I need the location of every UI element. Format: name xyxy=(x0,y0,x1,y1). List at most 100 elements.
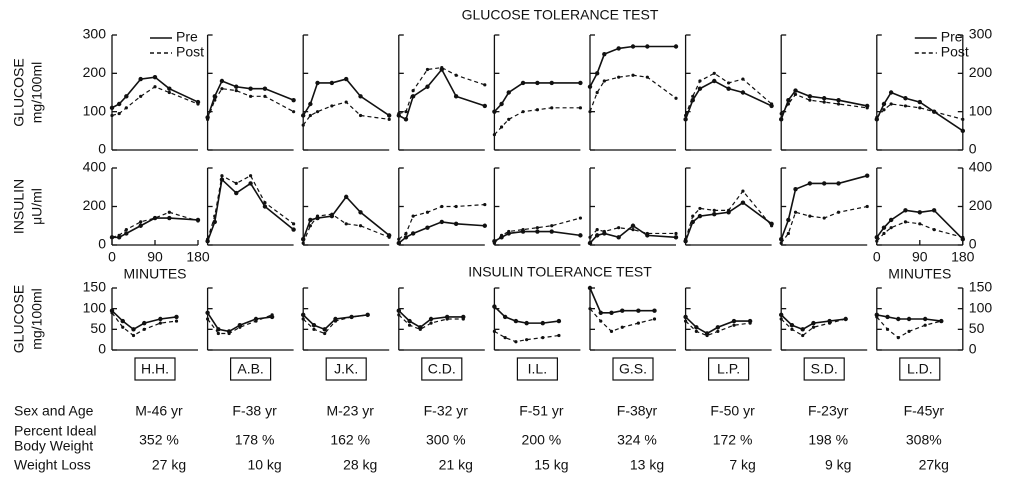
y-tick-label: 150 xyxy=(969,279,993,295)
weight-loss: 15 kg xyxy=(534,457,568,473)
data-point xyxy=(234,88,238,93)
data-point xyxy=(836,181,841,186)
data-point xyxy=(323,331,327,336)
data-point xyxy=(167,210,171,214)
data-point xyxy=(349,315,354,319)
data-point xyxy=(535,226,540,230)
sex-age: F-32 yr xyxy=(424,403,469,419)
y-axis-label: GLUCOSE xyxy=(11,285,27,353)
data-point xyxy=(609,310,614,315)
data-point xyxy=(454,73,458,77)
data-point xyxy=(206,237,210,241)
data-point xyxy=(291,97,296,103)
data-point xyxy=(683,314,688,320)
data-point xyxy=(358,113,363,118)
ibw: 308% xyxy=(906,432,942,448)
data-point xyxy=(779,111,783,116)
data-point xyxy=(344,76,349,82)
series-line xyxy=(398,68,486,121)
series-line xyxy=(685,72,772,116)
series-line xyxy=(206,312,273,333)
data-point xyxy=(131,327,136,332)
data-point xyxy=(616,235,621,240)
data-point xyxy=(789,323,795,328)
data-point xyxy=(234,181,238,185)
y-tick-label: 400 xyxy=(83,159,107,175)
data-point xyxy=(292,110,296,114)
data-point xyxy=(595,228,599,232)
row-label: Sex and Age xyxy=(14,403,94,419)
data-point xyxy=(620,308,625,313)
data-point xyxy=(811,325,816,329)
sex-age: F-38 yr xyxy=(232,403,277,419)
data-point xyxy=(329,80,335,86)
data-point xyxy=(234,84,239,89)
series-line xyxy=(111,312,177,337)
data-point xyxy=(550,106,554,110)
series-line xyxy=(111,76,199,109)
y-tick-label: 0 xyxy=(98,236,106,252)
data-point xyxy=(139,220,143,224)
data-point xyxy=(602,229,606,234)
data-point xyxy=(712,78,717,84)
legend-label: Pre xyxy=(941,29,963,45)
data-point xyxy=(358,224,363,228)
series-line xyxy=(685,320,751,337)
data-point xyxy=(923,323,927,327)
series-line xyxy=(206,79,294,118)
series-line xyxy=(206,177,295,242)
data-point xyxy=(808,98,812,102)
data-point xyxy=(578,106,583,110)
data-point xyxy=(116,101,122,107)
data-point xyxy=(881,101,887,107)
data-point xyxy=(731,318,737,324)
data-point xyxy=(779,117,784,122)
sex-age: F-23yr xyxy=(808,403,849,419)
sex-age: F-50 yr xyxy=(710,403,755,419)
data-point xyxy=(404,110,408,114)
data-point xyxy=(212,219,217,225)
data-point xyxy=(588,235,592,239)
y-tick-label: 200 xyxy=(83,64,107,80)
data-point xyxy=(220,87,224,91)
data-point xyxy=(673,235,679,240)
x-axis-label: MINUTES xyxy=(124,266,187,282)
data-point xyxy=(636,308,641,313)
weight-loss: 13 kg xyxy=(630,457,664,473)
data-point xyxy=(521,110,525,114)
data-point xyxy=(917,99,922,105)
subject-label: J.K. xyxy=(334,361,358,377)
x-tick-label: 0 xyxy=(873,249,881,265)
data-point xyxy=(793,186,798,192)
data-point xyxy=(674,231,678,236)
data-point xyxy=(932,228,936,232)
data-point xyxy=(599,319,603,323)
series-line xyxy=(493,82,581,113)
data-point xyxy=(387,113,392,118)
data-point xyxy=(535,80,540,86)
data-point xyxy=(801,333,805,338)
data-point xyxy=(315,214,320,218)
data-point xyxy=(881,225,887,230)
data-point xyxy=(387,235,391,239)
data-point xyxy=(889,102,893,106)
y-axis-label: mg/100ml xyxy=(29,62,45,123)
data-point xyxy=(732,323,736,327)
data-point xyxy=(741,189,745,193)
data-point xyxy=(727,208,731,212)
ibw: 162 % xyxy=(330,432,370,448)
data-point xyxy=(308,224,312,228)
data-point xyxy=(889,226,893,230)
data-point xyxy=(620,325,624,329)
data-point xyxy=(110,235,114,239)
data-point xyxy=(167,86,172,91)
data-point xyxy=(301,113,306,118)
y-tick-label: 150 xyxy=(83,279,107,295)
legend-label: Post xyxy=(941,44,969,60)
data-point xyxy=(885,314,890,320)
data-point xyxy=(514,340,518,344)
ibw: 178 % xyxy=(235,432,275,448)
data-point xyxy=(630,223,636,228)
data-point xyxy=(403,117,409,122)
data-point xyxy=(712,71,716,75)
